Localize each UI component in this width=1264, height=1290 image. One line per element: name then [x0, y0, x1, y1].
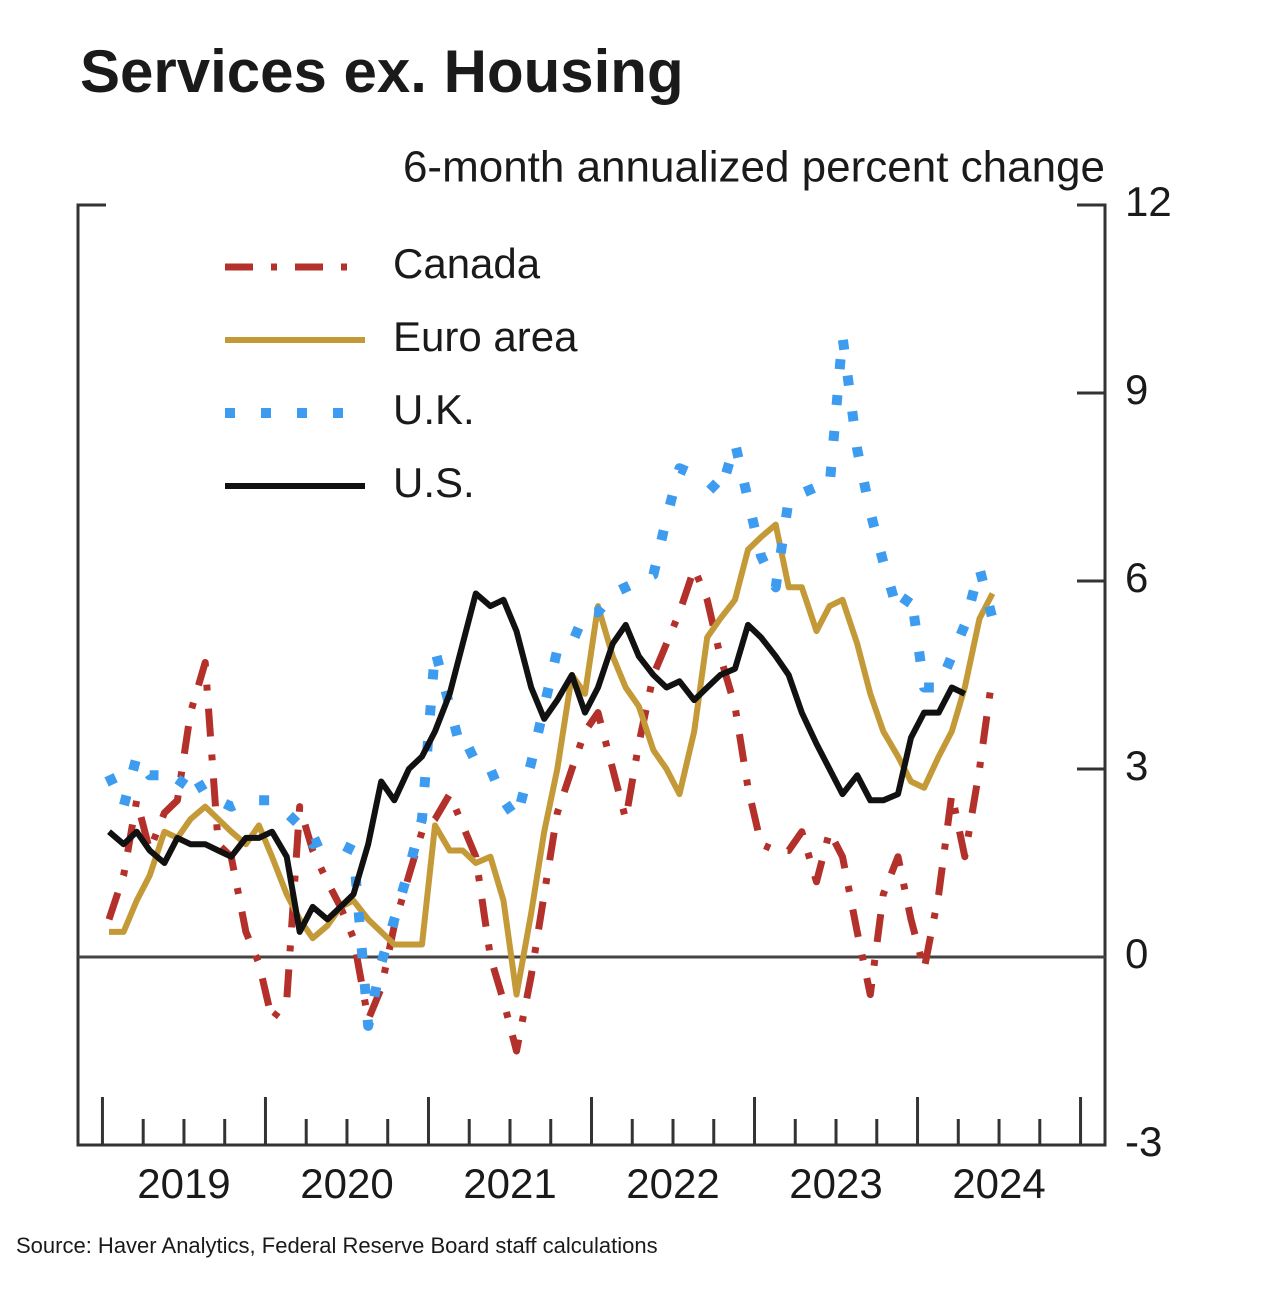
x-tick-label: 2023 [789, 1160, 882, 1207]
x-tick-label: 2021 [463, 1160, 556, 1207]
series-line [109, 521, 996, 998]
y-tick-label: 6 [1125, 554, 1148, 601]
legend-label: U.S. [393, 459, 475, 506]
source-note: Source: Haver Analytics, Federal Reserve… [16, 1233, 658, 1258]
series-line [107, 590, 967, 935]
plot-frame [76, 203, 1107, 1147]
legend-label: U.K. [393, 386, 475, 433]
legend-label: Euro area [393, 313, 578, 360]
series-line [105, 565, 996, 1055]
x-tick-label: 2019 [137, 1160, 230, 1207]
chart-subtitle: 6-month annualized percent change [403, 143, 1105, 192]
chart-title: Services ex. Housing [80, 38, 684, 105]
y-tick-label: 9 [1125, 366, 1148, 413]
y-tick-label: -3 [1125, 1118, 1162, 1165]
y-tick-label: 0 [1125, 930, 1148, 977]
y-tick-label: 3 [1125, 742, 1148, 789]
legend-label: Canada [393, 240, 541, 287]
x-tick-label: 2024 [952, 1160, 1045, 1207]
x-tick-label: 2020 [300, 1160, 393, 1207]
y-tick-label: 12 [1125, 178, 1172, 225]
x-tick-label: 2022 [626, 1160, 719, 1207]
